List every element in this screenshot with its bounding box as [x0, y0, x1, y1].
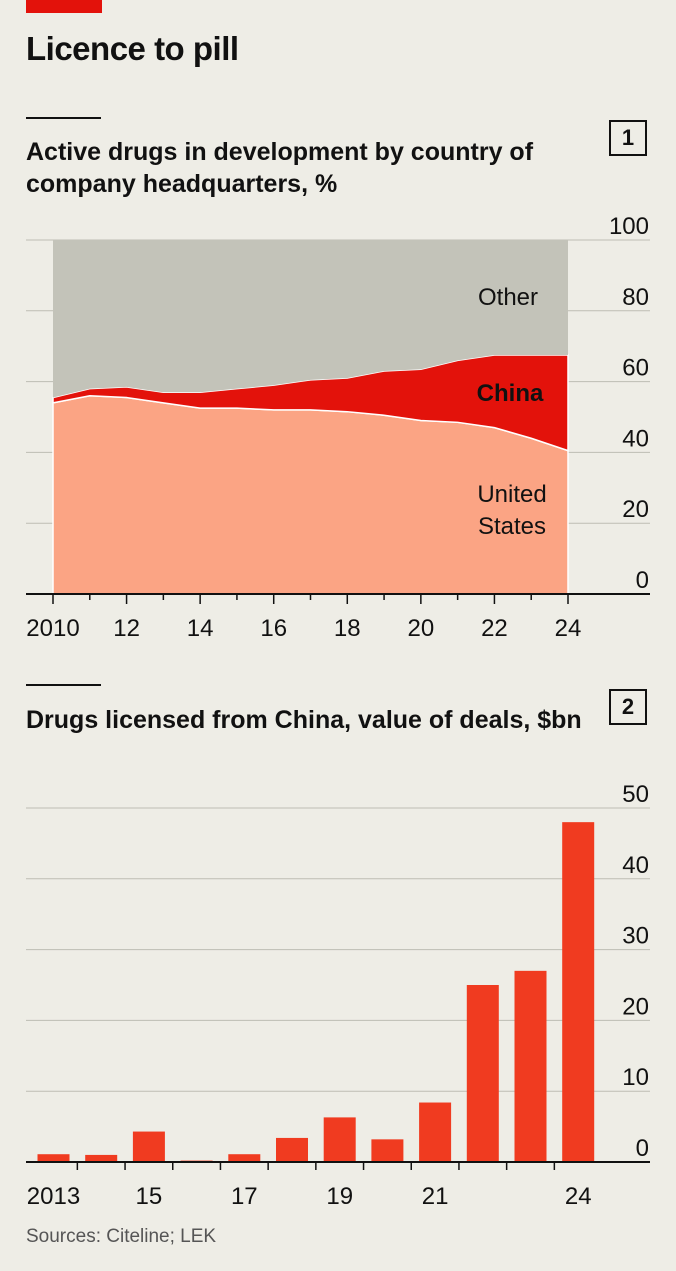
- bar: [276, 1137, 308, 1162]
- x-tick-label: 17: [231, 1183, 258, 1210]
- series-label-china: China: [477, 380, 544, 407]
- series-label-other: Other: [478, 284, 538, 311]
- x-tick-label: 12: [113, 615, 140, 642]
- area-china: [52, 354, 569, 452]
- y-tick-label: 40: [622, 852, 649, 879]
- x-tick-label: 15: [136, 1183, 163, 1210]
- y-tick-label: 80: [622, 284, 649, 311]
- chart2-bar-chart: 0 10 20 30 40 50 2013 15 17 19 21 24: [26, 781, 650, 1210]
- bar: [228, 1154, 261, 1162]
- x-tick-label: 2013: [27, 1183, 80, 1210]
- bar: [419, 1102, 452, 1162]
- chart2-number: 2: [609, 689, 647, 725]
- chart2-title: Drugs licensed from China, value of deal…: [26, 706, 582, 734]
- x-tick-label: 2010: [26, 615, 79, 642]
- x-tick-label: 20: [408, 615, 435, 642]
- y-tick-label: 20: [622, 993, 649, 1020]
- x-tick-label: 24: [565, 1183, 592, 1210]
- x-tick-label: 22: [481, 615, 508, 642]
- brand-tag: [26, 0, 102, 13]
- bar: [562, 822, 595, 1162]
- x-tick-label: 18: [334, 615, 361, 642]
- y-tick-label: 40: [622, 425, 649, 452]
- source-note: Sources: Citeline; LEK: [26, 1226, 217, 1247]
- bar: [37, 1154, 70, 1162]
- x-tick-label: 16: [260, 615, 287, 642]
- chart1-title: Active drugs in development by country o…: [26, 138, 534, 198]
- chart1-area-chart: 0 20 40 60 80 100 United States China Other 2010 12…: [26, 213, 650, 642]
- y-tick-label: 50: [622, 781, 649, 808]
- y-tick-label: 100: [609, 213, 649, 240]
- bar: [514, 970, 547, 1162]
- x-tick-label: 14: [187, 615, 214, 642]
- chart1-rule: [26, 117, 101, 119]
- y-tick-label: 30: [622, 923, 649, 950]
- area-other: [53, 240, 568, 398]
- x-tick-label: 21: [422, 1183, 449, 1210]
- chart1-number: 1: [609, 120, 647, 156]
- series-label-united-states: United: [477, 481, 546, 508]
- y-tick-label: 20: [622, 496, 649, 523]
- series-label-united-states: States: [478, 513, 546, 540]
- page-title: Licence to pill: [26, 30, 239, 67]
- x-tick-label: 19: [326, 1183, 353, 1210]
- x-tick-label: 24: [555, 615, 582, 642]
- y-tick-label: 0: [636, 1135, 649, 1162]
- y-tick-label: 10: [622, 1064, 649, 1091]
- bar: [85, 1154, 118, 1162]
- bar: [371, 1139, 404, 1162]
- bar: [323, 1117, 356, 1162]
- y-tick-label: 60: [622, 355, 649, 382]
- chart2-rule: [26, 684, 101, 686]
- y-tick-label: 0: [636, 567, 649, 594]
- bar: [132, 1131, 165, 1162]
- bar: [466, 985, 499, 1162]
